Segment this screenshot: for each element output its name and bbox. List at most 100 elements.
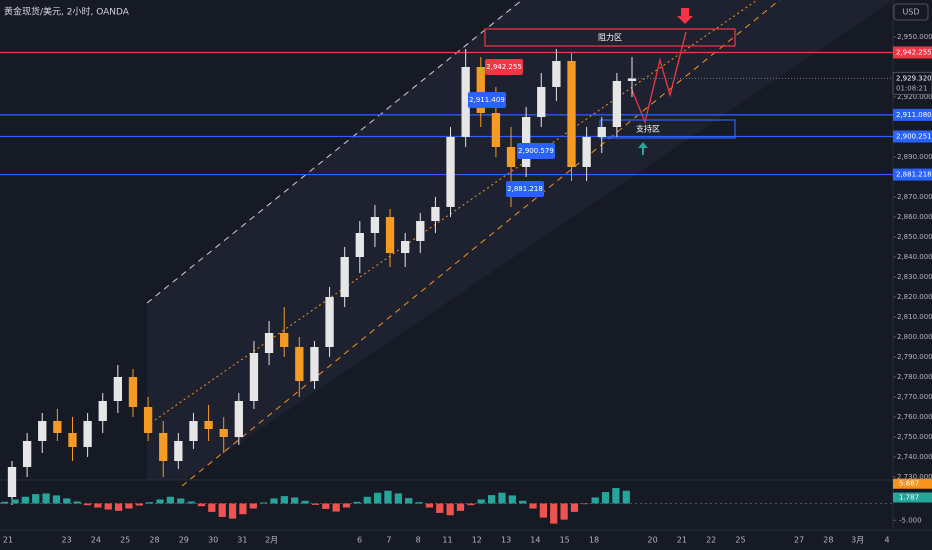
candle-body: [98, 401, 107, 421]
macd-bar: [135, 503, 143, 506]
x-tick-label: 28: [149, 536, 159, 545]
x-tick-label: 21: [3, 536, 13, 545]
macd-bar: [405, 498, 413, 504]
macd-bar: [280, 496, 288, 504]
zone-label: 阻力区: [598, 32, 622, 42]
candle-body: [325, 297, 334, 347]
level-tag: [893, 108, 932, 121]
candle-body: [355, 233, 364, 257]
candle-body: [537, 87, 546, 117]
macd-bar: [342, 503, 351, 508]
y-tick-label: 2,830.000: [897, 273, 932, 281]
macd-bar: [1, 501, 9, 504]
macd-bar: [436, 503, 444, 513]
y-tick-label: 2,790.000: [897, 353, 932, 361]
y-tick-label: 2,870.000: [897, 193, 932, 201]
x-tick-label: 4: [884, 536, 889, 545]
last-price-label: 2,929.320: [896, 74, 932, 82]
candle-body: [627, 78, 637, 81]
x-tick-label: 7: [386, 536, 391, 545]
x-tick-label: 13: [501, 536, 511, 545]
macd-bar: [21, 496, 29, 504]
macd-bar: [332, 503, 340, 512]
currency[interactable]: USD: [902, 8, 919, 17]
macd-bar: [498, 492, 506, 504]
x-tick-label: 28: [823, 536, 833, 545]
x-tick-label: 12: [472, 536, 482, 545]
macd-bar: [477, 499, 485, 504]
macd-bar: [125, 503, 133, 509]
macd-bar: [73, 501, 81, 504]
macd-bar: [32, 494, 40, 504]
macd-bar: [187, 501, 195, 504]
macd-bar: [52, 495, 61, 504]
channel-line: [146, 0, 523, 304]
y-tick-label: 2,920.000: [897, 93, 932, 101]
candle-body: [264, 333, 274, 353]
candle-body: [234, 401, 243, 437]
candle-body: [491, 113, 501, 147]
macd-bar: [415, 502, 423, 504]
x-tick-label: 25: [735, 536, 745, 545]
y-tick-label: 2,760.000: [897, 413, 932, 421]
level-tag: [893, 46, 932, 59]
macd-bar: [622, 490, 630, 504]
y-tick-label: 2,730.000: [897, 473, 932, 481]
x-tick-label: 3月: [851, 536, 864, 545]
x-tick-label: 18: [589, 536, 599, 545]
macd-bar: [508, 495, 516, 504]
macd-bar: [42, 493, 50, 504]
callout-box: [517, 143, 555, 159]
macd-bar: [363, 496, 371, 504]
countdown: 01:08:21: [896, 84, 927, 92]
x-tick-label: 29: [179, 536, 189, 545]
macd-bar: [519, 500, 527, 504]
macd-bar: [301, 500, 309, 504]
currency-button[interactable]: [893, 3, 929, 21]
forecast-path: [631, 31, 687, 125]
macd-bar: [446, 503, 454, 516]
level-tag: [893, 168, 932, 181]
x-tick-label: 11: [442, 536, 452, 545]
x-tick-label: 22: [706, 536, 716, 545]
macd-bar: [63, 498, 71, 504]
x-tick-label: 2月: [265, 536, 278, 545]
candle-body: [128, 377, 138, 407]
y-tick-label: 2,890.000: [897, 153, 932, 161]
x-tick-label: 27: [794, 536, 804, 545]
macd-bar: [581, 503, 589, 505]
macd-bar: [260, 502, 268, 504]
x-tick-label: 25: [120, 536, 130, 545]
macd-bar: [104, 503, 112, 510]
candle-body: [174, 441, 183, 461]
x-tick-label: 6: [357, 536, 362, 545]
y-tick-label: 2,820.000: [897, 293, 932, 301]
candle-body: [53, 421, 62, 433]
candle-body: [22, 441, 32, 467]
candle-body: [113, 377, 123, 401]
x-tick-label: 30: [208, 536, 218, 545]
candle-body: [7, 467, 17, 497]
macd-bar: [601, 492, 610, 504]
candle-body: [249, 353, 259, 401]
candle-body: [38, 421, 47, 441]
macd-bar: [550, 503, 558, 524]
macd-bar: [197, 503, 206, 507]
macd-bar: [311, 503, 320, 505]
candle-body: [83, 421, 92, 447]
macd-bar: [270, 498, 278, 504]
candle-body: [521, 117, 531, 167]
candle-body: [552, 61, 561, 87]
macd-tag-label: 5.887: [899, 480, 919, 488]
candle-body: [431, 207, 440, 221]
macd-tag-label: 1.787: [899, 494, 919, 502]
callout-label: 2,911.409: [469, 96, 505, 104]
candle-body: [612, 81, 622, 127]
candle-body: [295, 347, 304, 381]
macd-bar: [208, 503, 216, 512]
up-arrow: [638, 142, 648, 155]
macd-bar: [94, 503, 102, 508]
chart-title: 黄金现货/美元, 2小时, OANDA: [4, 6, 130, 18]
macd-bar: [218, 503, 226, 517]
